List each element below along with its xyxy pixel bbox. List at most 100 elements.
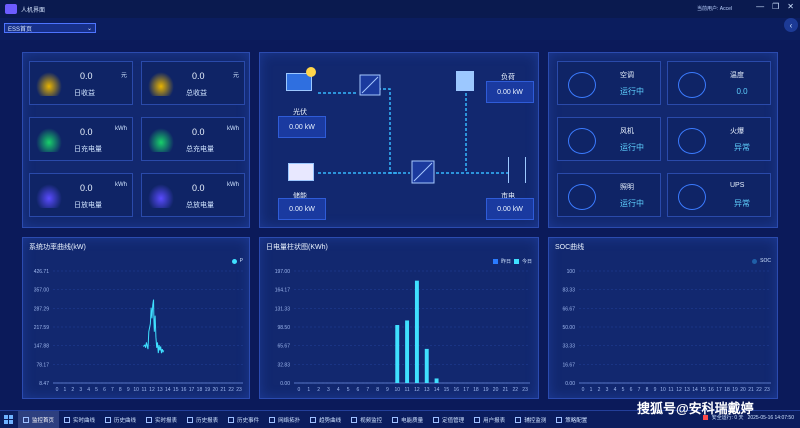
y-tick-label: 287.29: [34, 306, 50, 312]
x-tick-label: 13: [684, 387, 690, 393]
bottom-nav-item[interactable]: 趋势曲线: [305, 411, 346, 428]
x-tick-label: 14: [434, 387, 440, 393]
x-tick-label: 12: [149, 387, 155, 393]
x-tick-label: 1: [63, 387, 66, 393]
page-select-dropdown[interactable]: ESS首页 ⌄: [4, 23, 96, 33]
equipment-card[interactable]: UPS 异常: [667, 173, 771, 217]
x-tick-label: 8: [376, 387, 379, 393]
close-button[interactable]: ✕: [787, 2, 794, 11]
bottom-nav-item[interactable]: 策略配置: [551, 411, 592, 428]
x-tick-label: 9: [127, 387, 130, 393]
x-tick-label: 6: [357, 387, 360, 393]
x-tick-label: 23: [236, 387, 242, 393]
x-tick-label: 21: [503, 387, 509, 393]
stat-unit: kWh: [115, 126, 127, 132]
stat-card: 0.0 kWh 日放电量: [29, 173, 133, 217]
grid-value: 0.00 kW: [486, 198, 534, 220]
bottom-nav-item[interactable]: 实时报表: [141, 411, 182, 428]
x-tick-label: 3: [606, 387, 609, 393]
nav-icon: [433, 416, 440, 423]
bottom-nav-item[interactable]: 用户报表: [469, 411, 510, 428]
minimize-button[interactable]: —: [756, 2, 765, 11]
thermometer-icon: [678, 72, 706, 98]
soc-chart-title: SOC曲线: [555, 244, 585, 251]
equipment-name: 照明: [620, 184, 634, 191]
y-tick-label: 131.33: [275, 306, 291, 312]
power-tower-icon: [508, 157, 526, 183]
watermark: 搜狐号@安科瑞戴婷: [637, 401, 754, 416]
current-user: 当前用户: Accel: [696, 6, 732, 12]
equipment-card[interactable]: 火爆 异常: [667, 117, 771, 161]
start-menu-icon[interactable]: [4, 414, 14, 425]
bottom-nav-item[interactable]: 历史报表: [182, 411, 223, 428]
y-tick-label: 8.47: [39, 381, 49, 387]
soc-chart-legend[interactable]: SOC: [752, 258, 771, 264]
nav-label: 监控首页: [32, 417, 55, 424]
bottom-nav-item[interactable]: 定值管理: [428, 411, 469, 428]
x-tick-label: 10: [394, 387, 400, 393]
power-chart-svg: 426.71 357.00 287.29 217.59 147.88 78.17 8.47 0…: [34, 269, 243, 393]
legend-yesterday-label: 昨日: [500, 259, 511, 265]
equipment-panel: 空调 运行中 温度 0.0 风机 运行中 火爆 异常 照明 运行中 UPS 异常: [548, 52, 778, 228]
equipment-card[interactable]: 空调 运行中: [557, 61, 661, 105]
bottom-nav-item[interactable]: 历史曲线: [100, 411, 141, 428]
x-tick-label: 20: [493, 387, 499, 393]
stat-unit: kWh: [227, 182, 239, 188]
y-tick-label: 0.00: [565, 381, 575, 387]
chevron-down-icon: ⌄: [86, 25, 92, 32]
equipment-status: 运行中: [620, 86, 644, 96]
equipment-card[interactable]: 照明 运行中: [557, 173, 661, 217]
battery-icon: [288, 163, 314, 181]
x-tick-label: 17: [463, 387, 469, 393]
bottom-nav-item[interactable]: 网络拓扑: [264, 411, 305, 428]
bottom-nav-bar: 监控首页 实时曲线 历史曲线 实时报表 历史报表 历史事件 网络拓扑 趋势曲线 视频监控 电能质量…: [0, 410, 800, 428]
x-tick-label: 7: [638, 387, 641, 393]
stat-label: 日放电量: [74, 202, 102, 209]
gold-coin-icon: [36, 72, 62, 96]
equipment-card[interactable]: 风机 运行中: [557, 117, 661, 161]
nav-label: 历史事件: [237, 417, 260, 424]
equipment-name: 风机: [620, 128, 634, 135]
bottom-nav-item[interactable]: 历史事件: [223, 411, 264, 428]
x-tick-label: 16: [453, 387, 459, 393]
x-tick-label: 7: [366, 387, 369, 393]
energy-chart-title: 日电量柱状图(KWh): [266, 244, 328, 251]
nav-label: 电能质量: [401, 417, 424, 424]
bottom-nav-item[interactable]: 辅控监测: [510, 411, 551, 428]
stat-label: 总收益: [186, 90, 207, 97]
nav-icon: [310, 416, 317, 423]
bottom-nav-item[interactable]: 电能质量: [387, 411, 428, 428]
x-tick-label: 13: [424, 387, 430, 393]
power-chart-legend[interactable]: P: [231, 258, 243, 264]
nav-label: 趋势曲线: [319, 417, 342, 424]
equipment-name: 火爆: [730, 128, 744, 135]
pv-value: 0.00 kW: [278, 116, 326, 138]
energy-chart-legend[interactable]: 昨日 今日: [492, 258, 532, 265]
fan-icon: [568, 128, 596, 154]
gold-stack-icon: [148, 72, 174, 96]
equipment-name: UPS: [730, 182, 745, 189]
equipment-card[interactable]: 温度 0.0: [667, 61, 771, 105]
ups-icon: [678, 184, 706, 210]
y-tick-label: 16.67: [562, 362, 575, 368]
nav-icon: [105, 416, 112, 423]
stat-unit: 元: [232, 73, 239, 79]
bottom-nav-item[interactable]: 视频监控: [346, 411, 387, 428]
x-tick-label: 10: [133, 387, 139, 393]
chevron-left-icon[interactable]: ‹: [784, 18, 798, 32]
pv-label: 光伏: [293, 109, 307, 116]
stat-card: 0.0 kWh 总放电量: [141, 173, 245, 217]
y-tick-label: 65.67: [277, 344, 290, 350]
stat-unit: kWh: [115, 182, 127, 188]
x-tick-label: 16: [708, 387, 714, 393]
stat-card: 0.0 kWh 总充电量: [141, 117, 245, 161]
x-tick-label: 21: [748, 387, 754, 393]
y-tick-label: 78.17: [36, 362, 49, 368]
bottom-nav-item[interactable]: 实时曲线: [59, 411, 100, 428]
y-tick-label: 83.33: [562, 288, 575, 294]
x-tick-label: 15: [444, 387, 450, 393]
bottom-nav-item[interactable]: 监控首页: [18, 411, 60, 428]
restore-button[interactable]: ❐: [772, 2, 780, 11]
stat-value: 0.0: [80, 127, 93, 137]
stat-card: 0.0 元日收益: [29, 61, 133, 105]
